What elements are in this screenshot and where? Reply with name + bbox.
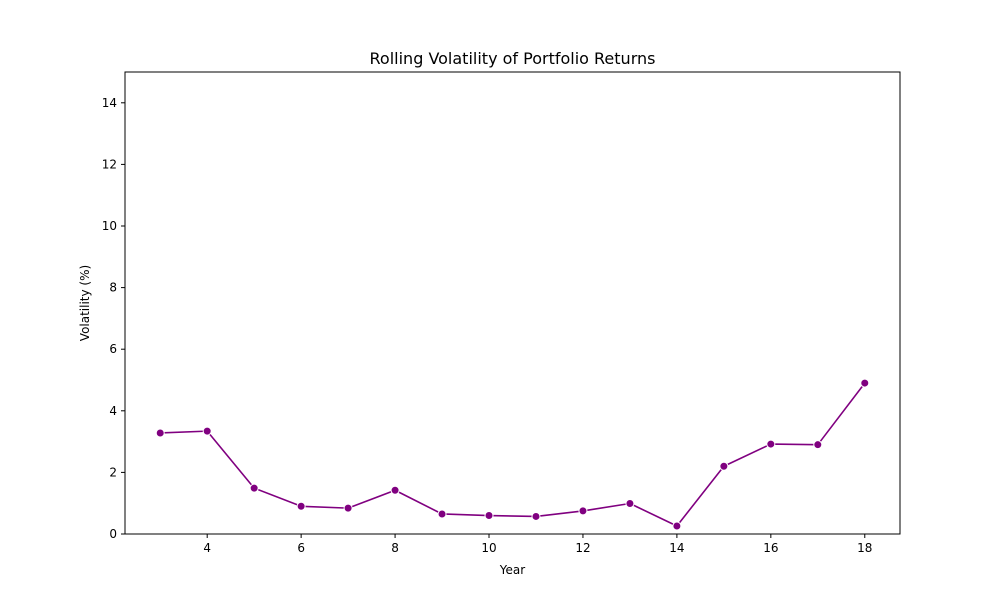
data-point [249, 483, 259, 493]
x-tick-label: 4 [203, 541, 211, 555]
x-tick-label: 10 [481, 541, 496, 555]
data-point [343, 503, 353, 513]
data-point [719, 461, 729, 471]
data-point [296, 501, 306, 511]
y-tick-label: 2 [109, 465, 117, 479]
y-tick-label: 0 [109, 527, 117, 541]
plot-area-frame [124, 71, 901, 535]
x-tick-label: 18 [857, 541, 872, 555]
x-tick-label: 16 [763, 541, 778, 555]
data-point [437, 509, 447, 519]
x-tick-label: 6 [297, 541, 305, 555]
data-point [625, 499, 635, 509]
data-point [860, 378, 870, 388]
y-axis-label: Volatility (%) [78, 265, 92, 341]
data-point [390, 485, 400, 495]
y-tick-label: 4 [109, 404, 117, 418]
data-point [484, 511, 494, 521]
x-tick-label: 14 [669, 541, 684, 555]
y-tick-label: 8 [109, 281, 117, 295]
x-tick-label: 12 [575, 541, 590, 555]
series-line [160, 382, 866, 527]
data-point [766, 439, 776, 449]
series-layer [155, 378, 870, 531]
data-point [155, 428, 165, 438]
x-axis-label: Year [499, 563, 525, 577]
data-point [202, 426, 212, 436]
data-point [672, 521, 682, 531]
data-point [813, 440, 823, 450]
y-tick-label: 14 [102, 96, 117, 110]
x-tick-label: 8 [391, 541, 399, 555]
y-tick-label: 12 [102, 157, 117, 171]
y-axis-ticks: 0 2 4 6 8 10 12 14 [102, 96, 125, 541]
data-point [578, 506, 588, 516]
data-point [531, 511, 541, 521]
y-tick-label: 6 [109, 342, 117, 356]
y-tick-label: 10 [102, 219, 117, 233]
chart-title: Rolling Volatility of Portfolio Returns [370, 49, 656, 68]
x-axis-ticks: 4 6 8 10 12 14 16 18 [203, 534, 872, 555]
